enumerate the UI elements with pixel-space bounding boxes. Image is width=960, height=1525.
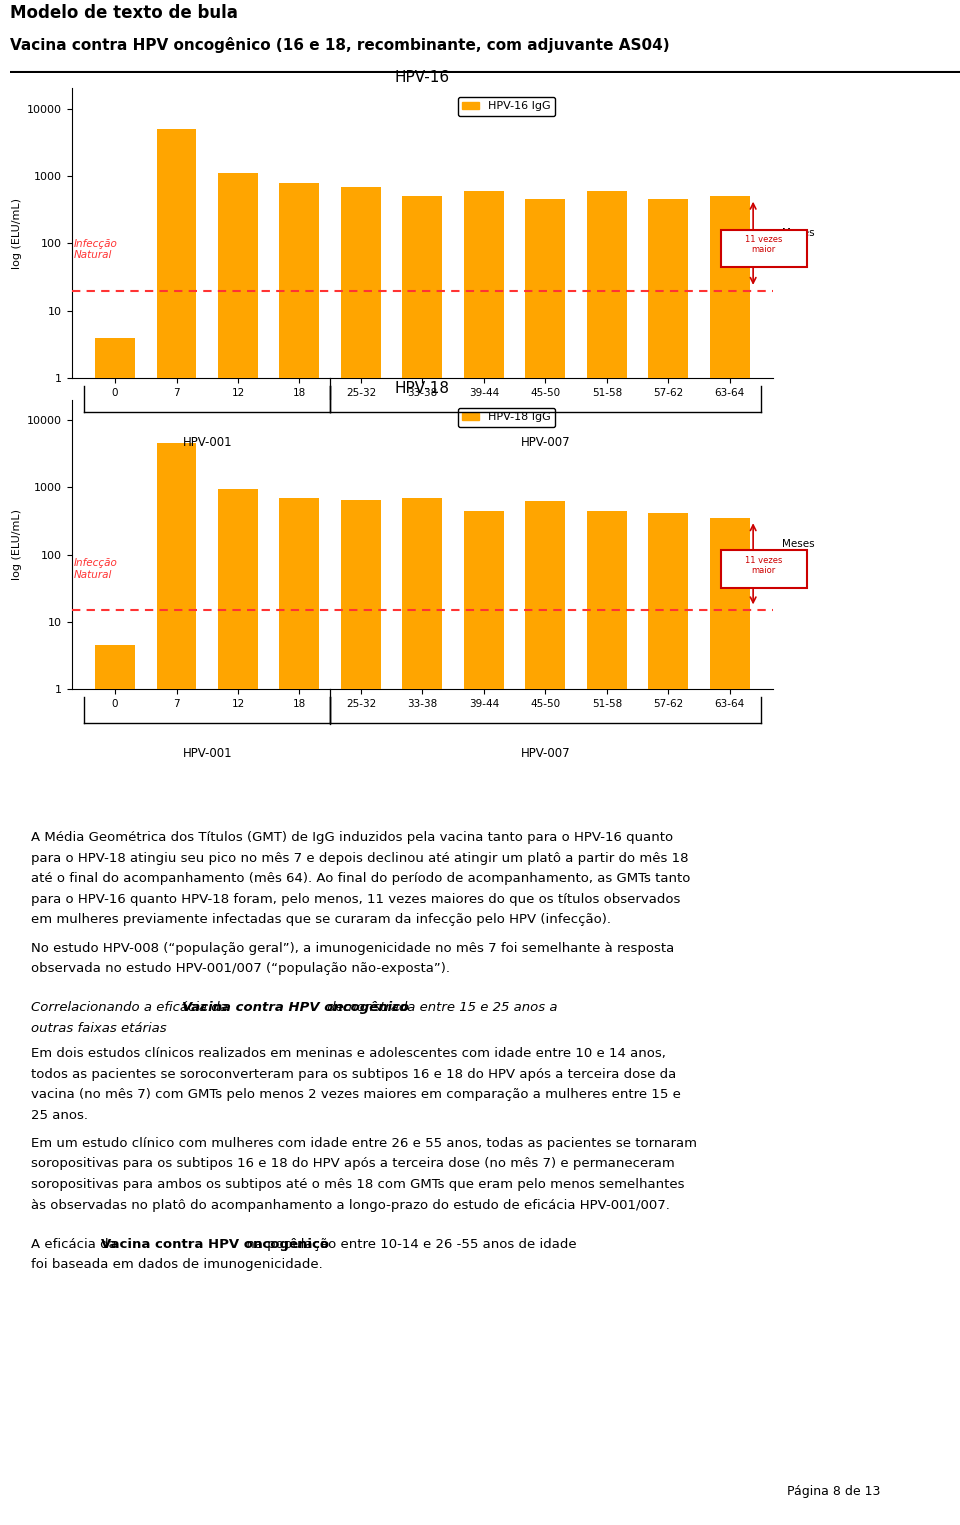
Bar xyxy=(218,488,258,1525)
Text: observada no estudo HPV-001/007 (“população não-exposta”).: observada no estudo HPV-001/007 (“popula… xyxy=(31,962,449,976)
Bar xyxy=(218,174,258,1525)
Legend: HPV-18 IgG: HPV-18 IgG xyxy=(458,409,555,427)
Text: Página 8 de 13: Página 8 de 13 xyxy=(787,1484,880,1498)
Text: 11 vezes
maior: 11 vezes maior xyxy=(745,235,782,255)
Bar xyxy=(587,191,627,1525)
Bar xyxy=(341,500,381,1525)
Bar xyxy=(648,200,688,1525)
Text: Vacina contra HPV oncogênico: Vacina contra HPV oncogênico xyxy=(182,1002,409,1014)
Title: HPV-16: HPV-16 xyxy=(395,70,450,84)
Bar xyxy=(156,444,197,1525)
Bar xyxy=(402,197,443,1525)
Text: HPV-007: HPV-007 xyxy=(520,747,570,761)
Bar xyxy=(402,499,443,1525)
Text: até o final do acompanhamento (mês 64). Ao final do período de acompanhamento, a: até o final do acompanhamento (mês 64). … xyxy=(31,872,690,886)
Bar xyxy=(156,130,197,1525)
Text: às observadas no platô do acompanhamento a longo-prazo do estudo de eficácia HPV: às observadas no platô do acompanhamento… xyxy=(31,1199,669,1212)
Text: Infecção
Natural: Infecção Natural xyxy=(73,558,117,580)
Bar xyxy=(464,191,504,1525)
Text: 25 anos.: 25 anos. xyxy=(31,1109,87,1122)
FancyBboxPatch shape xyxy=(721,551,806,589)
Text: Meses: Meses xyxy=(782,229,815,238)
Y-axis label: log (ELU/mL): log (ELU/mL) xyxy=(12,509,22,580)
Bar xyxy=(279,183,320,1525)
Text: demonstrada entre 15 e 25 anos a: demonstrada entre 15 e 25 anos a xyxy=(323,1002,558,1014)
Bar xyxy=(279,497,320,1525)
FancyBboxPatch shape xyxy=(721,230,806,267)
Title: HPV-18: HPV-18 xyxy=(395,381,450,395)
Bar xyxy=(95,337,135,1525)
Text: soropositivas para ambos os subtipos até o mês 18 com GMTs que eram pelo menos s: soropositivas para ambos os subtipos até… xyxy=(31,1179,684,1191)
Text: soropositivas para os subtipos 16 e 18 do HPV após a terceira dose (no mês 7) e : soropositivas para os subtipos 16 e 18 d… xyxy=(31,1157,675,1171)
Text: No estudo HPV-008 (“população geral”), a imunogenicidade no mês 7 foi semelhante: No estudo HPV-008 (“população geral”), a… xyxy=(31,942,674,955)
Text: A Média Geométrica dos Títulos (GMT) de IgG induzidos pela vacina tanto para o H: A Média Geométrica dos Títulos (GMT) de … xyxy=(31,831,673,845)
Text: 11 vezes
maior: 11 vezes maior xyxy=(745,555,782,575)
Text: Modelo de texto de bula: Modelo de texto de bula xyxy=(10,3,237,21)
Bar xyxy=(648,512,688,1525)
Text: foi baseada em dados de imunogenicidade.: foi baseada em dados de imunogenicidade. xyxy=(31,1258,323,1272)
Text: para o HPV-18 atingiu seu pico no mês 7 e depois declinou até atingir um platô a: para o HPV-18 atingiu seu pico no mês 7 … xyxy=(31,851,688,865)
Text: todos as pacientes se soroconverteram para os subtipos 16 e 18 do HPV após a ter: todos as pacientes se soroconverteram pa… xyxy=(31,1068,676,1081)
Bar xyxy=(95,645,135,1525)
Legend: HPV-16 IgG: HPV-16 IgG xyxy=(458,98,555,116)
Bar xyxy=(709,518,750,1525)
Bar xyxy=(709,197,750,1525)
Text: Correlacionando a eficácia da: Correlacionando a eficácia da xyxy=(31,1002,231,1014)
Text: para o HPV-16 quanto HPV-18 foram, pelo menos, 11 vezes maiores do que os título: para o HPV-16 quanto HPV-18 foram, pelo … xyxy=(31,894,680,906)
Text: HPV-001: HPV-001 xyxy=(182,747,232,761)
Text: Meses: Meses xyxy=(782,540,815,549)
Text: Em um estudo clínico com mulheres com idade entre 26 e 55 anos, todas as pacient: Em um estudo clínico com mulheres com id… xyxy=(31,1138,697,1150)
Text: outras faixas etárias: outras faixas etárias xyxy=(31,1022,166,1035)
Bar xyxy=(525,500,565,1525)
Text: Vacina contra HPV oncogênico (16 e 18, recombinante, com adjuvante AS04): Vacina contra HPV oncogênico (16 e 18, r… xyxy=(10,37,669,52)
Text: na população entre 10-14 e 26 -55 anos de idade: na população entre 10-14 e 26 -55 anos d… xyxy=(243,1238,577,1250)
Text: Em dois estudos clínicos realizados em meninas e adolescentes com idade entre 10: Em dois estudos clínicos realizados em m… xyxy=(31,1048,665,1060)
Bar xyxy=(341,186,381,1525)
Text: HPV-001: HPV-001 xyxy=(182,436,232,450)
Bar xyxy=(464,511,504,1525)
Y-axis label: log (ELU/mL): log (ELU/mL) xyxy=(12,198,22,268)
Text: HPV-007: HPV-007 xyxy=(520,436,570,450)
Bar xyxy=(525,200,565,1525)
Text: A eficácia da: A eficácia da xyxy=(31,1238,121,1250)
Text: Infecção
Natural: Infecção Natural xyxy=(73,239,117,261)
Bar xyxy=(587,511,627,1525)
Text: Vacina contra HPV oncogênico: Vacina contra HPV oncogênico xyxy=(102,1238,329,1250)
Text: vacina (no mês 7) com GMTs pelo menos 2 vezes maiores em comparação a mulheres e: vacina (no mês 7) com GMTs pelo menos 2 … xyxy=(31,1089,681,1101)
Text: em mulheres previamente infectadas que se curaram da infecção pelo HPV (infecção: em mulheres previamente infectadas que s… xyxy=(31,913,611,927)
